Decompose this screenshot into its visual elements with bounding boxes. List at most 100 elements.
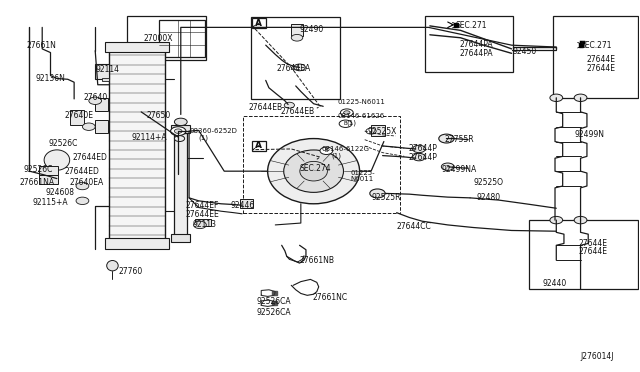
Circle shape [340,109,353,116]
Text: 27644P: 27644P [408,153,437,161]
Polygon shape [272,291,276,295]
Circle shape [413,153,426,161]
Text: 27644E: 27644E [587,55,616,64]
Text: 27644CC: 27644CC [397,221,431,231]
Text: B: B [324,148,328,153]
Text: 27760: 27760 [119,267,143,276]
Bar [251,17,340,99]
Bar [174,133,187,235]
Text: (1): (1) [198,135,209,141]
Text: 92136N: 92136N [36,74,66,83]
Circle shape [442,163,454,170]
Circle shape [574,217,587,224]
Text: 27644EA: 27644EA [276,64,311,73]
Text: 08146-6122G: 08146-6122G [321,146,369,152]
Text: 01225-N6011: 01225-N6011 [338,99,386,105]
Text: 92114+A: 92114+A [132,133,167,142]
Text: 92114: 92114 [95,65,119,74]
Polygon shape [272,301,276,305]
Text: 27644EF: 27644EF [186,201,220,210]
Ellipse shape [268,138,360,204]
Bar [106,42,170,52]
Text: 27755R: 27755R [445,135,474,144]
Text: 27644E: 27644E [579,247,607,256]
Text: 92115+A: 92115+A [33,198,68,207]
Bar [195,219,211,226]
Circle shape [320,147,333,154]
Text: J276014J: J276014J [580,352,614,361]
Text: 27000X: 27000X [143,34,173,43]
Text: 92499NA: 92499NA [442,165,477,174]
Circle shape [294,64,305,71]
Ellipse shape [284,150,344,192]
Ellipse shape [44,150,70,170]
Text: 92525O: 92525O [473,178,503,187]
Bar [172,125,190,133]
Text: 92526C: 92526C [23,165,52,174]
Text: 27661NA: 27661NA [20,178,55,187]
Bar [291,24,303,36]
Bar [371,125,385,136]
Bar [172,234,190,241]
Circle shape [171,127,186,136]
Bar [529,220,638,289]
Text: SEC.271: SEC.271 [580,41,612,51]
Text: 27661NC: 27661NC [312,293,348,302]
Bar [240,199,253,208]
Circle shape [193,221,206,229]
Bar [39,175,58,184]
Text: 27644EB: 27644EB [248,103,283,112]
Circle shape [76,197,89,205]
Text: 924608: 924608 [45,188,74,197]
Text: 92440: 92440 [542,279,566,288]
Text: 27644PA: 27644PA [460,49,493,58]
Circle shape [439,134,454,143]
Text: (1): (1) [347,120,357,126]
Circle shape [174,118,187,126]
Text: 92526CA: 92526CA [256,297,291,306]
Circle shape [370,189,385,198]
Text: 27644EB: 27644EB [280,108,314,116]
Circle shape [83,123,95,131]
Text: 92480: 92480 [476,193,500,202]
Circle shape [174,136,184,141]
Circle shape [344,111,350,115]
Text: 92526C: 92526C [49,139,78,148]
Text: 92490: 92490 [300,25,324,34]
Text: A: A [255,19,262,28]
Text: 27661NB: 27661NB [300,256,335,265]
Bar [243,116,400,213]
Bar [127,16,206,60]
Text: B: B [344,121,348,126]
Polygon shape [579,43,583,47]
Text: 92525R: 92525R [371,193,401,202]
Text: 27644ED: 27644ED [65,167,99,176]
Circle shape [174,129,182,134]
Text: A: A [255,141,262,151]
Circle shape [574,94,587,102]
Circle shape [550,217,563,224]
Bar [95,64,109,79]
Text: 92499N: 92499N [574,130,604,140]
Text: 27640EA: 27640EA [70,178,104,187]
Circle shape [76,182,89,190]
Text: 27644ED: 27644ED [72,153,107,162]
Bar [70,110,84,125]
Text: SEC.271: SEC.271 [456,22,487,31]
Text: 27644P: 27644P [408,144,437,153]
Text: (1): (1) [332,153,342,159]
Circle shape [291,35,303,41]
Circle shape [339,120,352,128]
Circle shape [550,94,563,102]
Text: 27644E: 27644E [579,239,607,248]
Bar [252,18,266,29]
Text: 27640E: 27640E [65,111,93,120]
Ellipse shape [300,161,328,181]
Bar [102,78,109,81]
Text: 27644EE: 27644EE [186,211,220,219]
Bar [39,166,58,175]
Text: SEC.274: SEC.274 [300,164,331,173]
Text: 27650: 27650 [147,111,170,120]
Text: 08146-61626: 08146-61626 [338,113,385,119]
Bar [106,238,170,248]
